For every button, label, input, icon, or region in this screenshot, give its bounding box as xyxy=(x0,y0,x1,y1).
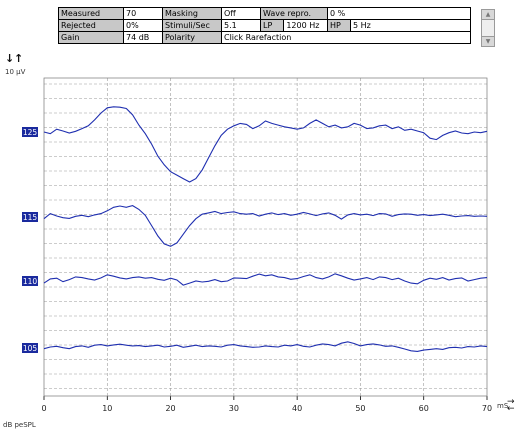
waveform-trace-115[interactable] xyxy=(43,205,488,247)
x-tick-label: 30 xyxy=(229,404,239,413)
cursor-arrows-icon[interactable]: → ← xyxy=(507,397,515,414)
x-tick-label: 0 xyxy=(41,404,46,413)
x-tick-label: 40 xyxy=(292,404,302,413)
lp-label: LP xyxy=(259,19,285,32)
waveform-trace-105[interactable] xyxy=(43,341,488,352)
parameter-scrollbar[interactable]: ▲ ▼ xyxy=(481,9,495,47)
rejected-label: Rejected xyxy=(58,19,124,32)
parameter-table: Measured 70 Masking Off Wave repro. 0 % … xyxy=(58,7,471,44)
scroll-up-icon[interactable]: ▲ xyxy=(482,10,494,20)
level-marker-105[interactable] xyxy=(22,343,38,353)
parameter-row: Gain 74 dB Polarity Click Rarefaction xyxy=(58,31,471,44)
parameter-row: Rejected 0% Stimuli/Sec 5.1 LP 1200 Hz H… xyxy=(58,19,471,32)
stimuli-label: Stimuli/Sec xyxy=(162,19,222,32)
polarity-label: Polarity xyxy=(162,31,222,44)
scale-up-icon[interactable]: ↑ xyxy=(14,52,24,65)
level-marker-115[interactable] xyxy=(22,212,38,222)
waveform-trace-125[interactable] xyxy=(43,106,488,183)
scale-label: 10 µV xyxy=(5,68,26,76)
gain-label: Gain xyxy=(58,31,124,44)
x-unit-label: mS xyxy=(497,402,509,410)
level-marker-label: 110 xyxy=(23,277,38,286)
plot-frame xyxy=(43,77,488,397)
level-marker-label: 105 xyxy=(23,344,38,353)
measured-label: Measured xyxy=(58,7,124,20)
x-tick-label: 10 xyxy=(102,404,112,413)
waveform-trace-110[interactable] xyxy=(43,273,488,286)
masking-label: Masking xyxy=(162,7,222,20)
polarity-value: Click Rarefaction xyxy=(221,31,471,44)
x-tick-label: 20 xyxy=(165,404,175,413)
parameter-row: Measured 70 Masking Off Wave repro. 0 % xyxy=(58,7,471,20)
wave-repro-label: Wave repro. xyxy=(260,7,328,20)
x-tick-label: 70 xyxy=(482,404,492,413)
db-unit-label: dB peSPL xyxy=(3,421,36,429)
scroll-down-icon[interactable]: ▼ xyxy=(482,36,494,46)
scale-down-icon[interactable]: ↓ xyxy=(5,52,15,65)
level-marker-label: 115 xyxy=(23,213,38,222)
x-tick-label: 50 xyxy=(355,404,365,413)
level-marker-110[interactable] xyxy=(22,276,38,286)
level-marker-125[interactable] xyxy=(22,127,38,137)
level-marker-label: 125 xyxy=(23,128,38,137)
x-tick-label: 60 xyxy=(419,404,429,413)
